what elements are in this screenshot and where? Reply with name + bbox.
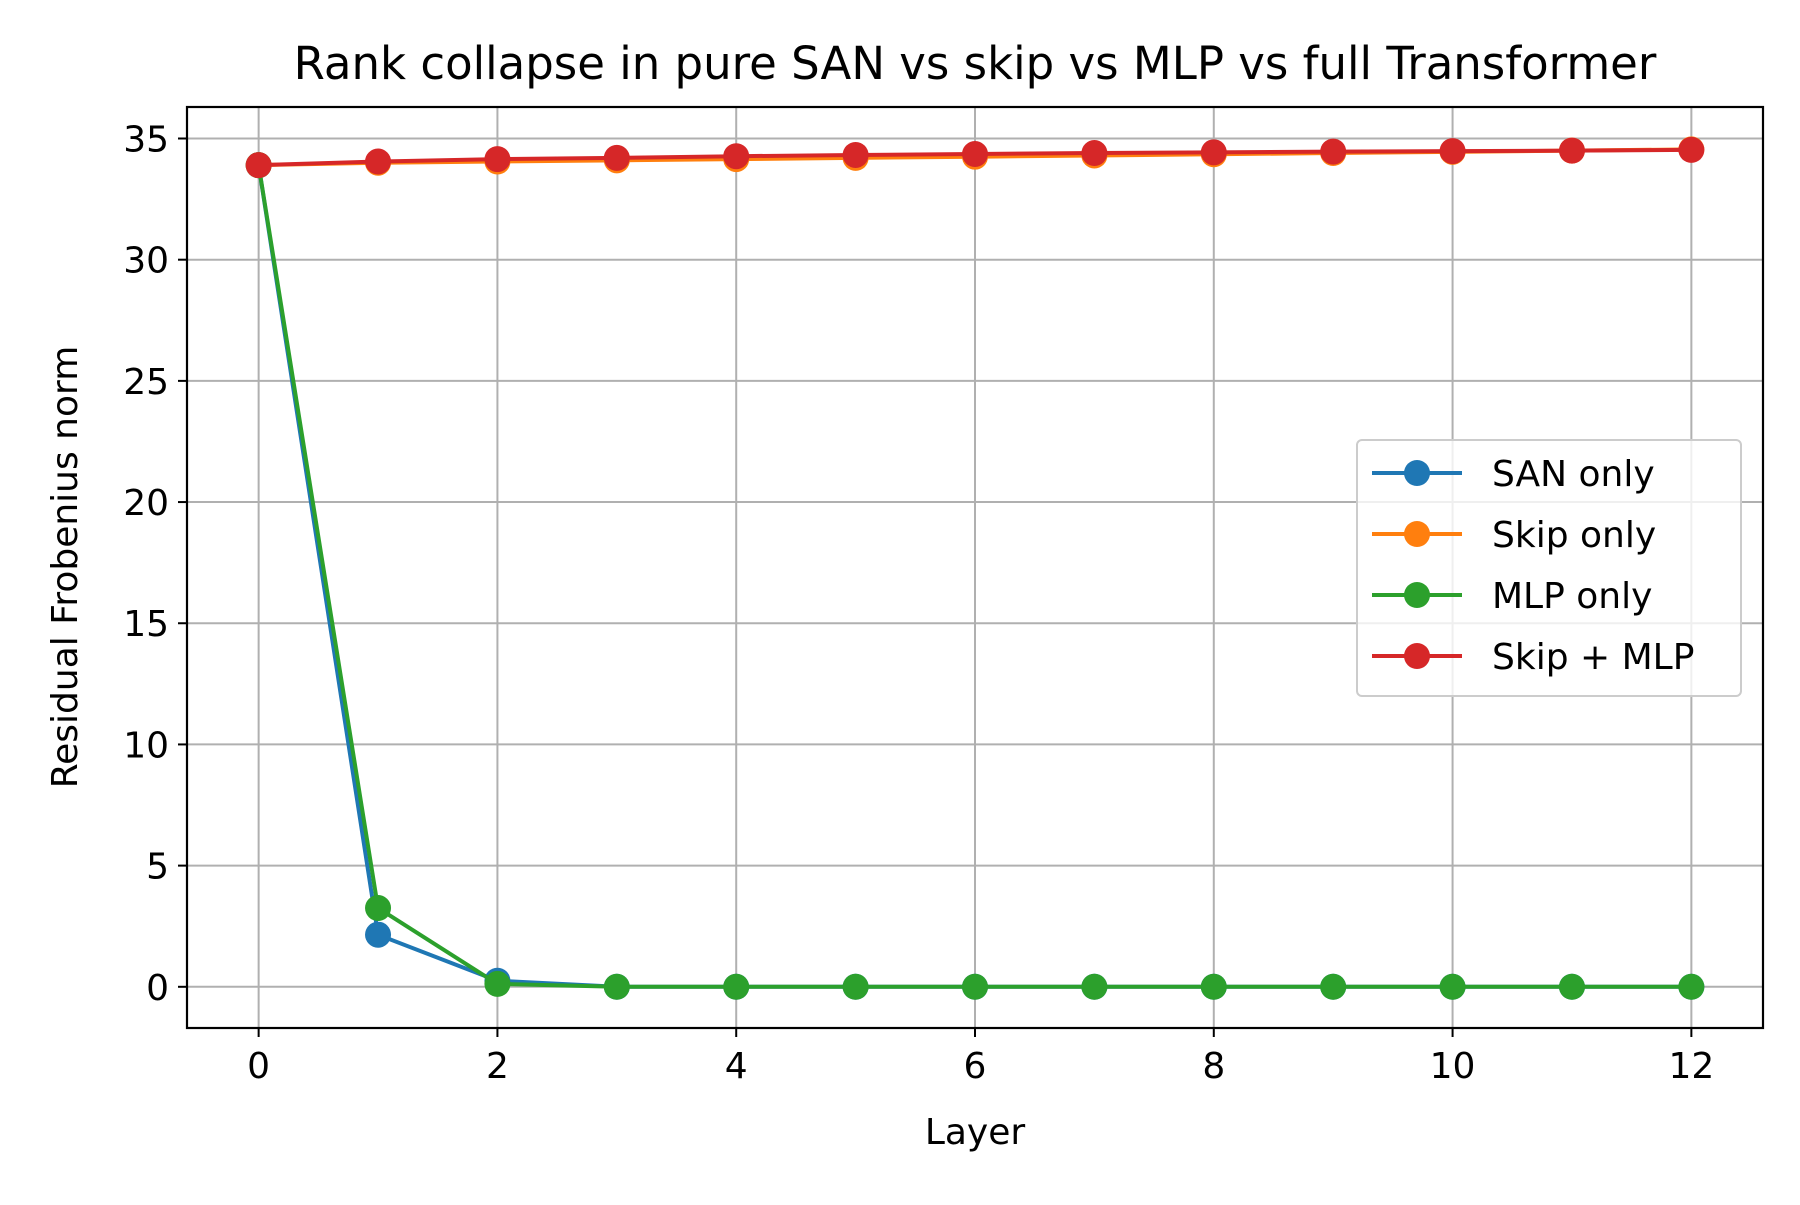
legend-marker xyxy=(1404,643,1430,669)
data-point-skip-mlp xyxy=(962,141,988,168)
data-point-mlp-only xyxy=(1200,973,1227,1000)
data-point-mlp-only xyxy=(1439,973,1466,1000)
x-tick-label: 2 xyxy=(486,1046,509,1087)
data-point-mlp-only xyxy=(962,973,988,1000)
data-point-skip-mlp xyxy=(1439,138,1466,165)
data-point-mlp-only xyxy=(603,973,630,1000)
data-point-mlp-only xyxy=(723,973,750,1000)
axes-frame xyxy=(185,105,1765,1030)
legend-label: Skip + MLP xyxy=(1492,637,1694,678)
data-point-skip-mlp xyxy=(1678,136,1705,163)
data-point-skip-mlp xyxy=(1081,140,1108,167)
x-tick-label: 0 xyxy=(247,1046,270,1087)
x-tick-label: 8 xyxy=(1202,1046,1225,1087)
data-point-mlp-only xyxy=(842,973,869,1000)
legend-marker xyxy=(1404,460,1430,486)
y-tick-label: 25 xyxy=(123,362,169,403)
data-point-mlp-only xyxy=(1678,973,1705,1000)
legend-entry: Skip only xyxy=(1372,515,1656,556)
y-tick-label: 5 xyxy=(146,847,169,888)
legend-label: Skip only xyxy=(1492,515,1656,556)
y-tick-label: 35 xyxy=(123,120,169,161)
data-point-skip-mlp xyxy=(842,141,869,168)
x-tick-label: 12 xyxy=(1668,1046,1714,1087)
legend-box xyxy=(1356,439,1742,697)
data-point-san-only xyxy=(365,921,392,948)
legend-label: SAN only xyxy=(1492,454,1655,495)
legend-marker xyxy=(1404,521,1430,547)
data-point-skip-mlp xyxy=(365,148,392,175)
y-tick-label: 15 xyxy=(123,604,169,645)
y-axis-label: Residual Frobenius norm xyxy=(45,346,86,789)
x-tick-label: 6 xyxy=(964,1046,987,1087)
data-point-skip-mlp xyxy=(245,152,272,179)
y-tick-label: 10 xyxy=(123,725,169,766)
legend-entry: Skip + MLP xyxy=(1372,637,1694,678)
data-point-mlp-only xyxy=(1320,973,1347,1000)
data-point-skip-mlp xyxy=(1558,137,1585,164)
series-group xyxy=(245,136,1705,1000)
legend-entry: SAN only xyxy=(1372,454,1655,495)
data-point-skip-mlp xyxy=(484,146,511,173)
axis-ticks: 0 2 4 6 8 10 12 0 5 10 15 20 25 30 35 xyxy=(123,120,1714,1087)
legend-entry: MLP only xyxy=(1372,576,1652,617)
data-point-skip-mlp xyxy=(1200,139,1227,166)
legend: SAN only Skip only MLP only Skip + MLP xyxy=(1356,439,1742,697)
x-axis-label: Layer xyxy=(925,1112,1026,1153)
data-point-mlp-only xyxy=(484,970,511,997)
data-point-mlp-only xyxy=(365,895,392,922)
legend-label: MLP only xyxy=(1492,576,1652,617)
y-tick-label: 20 xyxy=(123,483,169,524)
data-point-skip-mlp xyxy=(603,144,630,171)
data-point-mlp-only xyxy=(1081,973,1108,1000)
data-point-skip-mlp xyxy=(723,143,750,170)
y-tick-label: 0 xyxy=(146,968,169,1009)
series-mlp-only xyxy=(245,152,1705,1000)
legend-marker xyxy=(1404,582,1430,608)
data-point-mlp-only xyxy=(1558,973,1585,1000)
x-tick-label: 4 xyxy=(725,1046,748,1087)
chart-title: Rank collapse in pure SAN vs skip vs MLP… xyxy=(294,37,1657,90)
x-tick-label: 10 xyxy=(1430,1046,1476,1087)
y-tick-label: 30 xyxy=(123,241,169,282)
data-point-skip-mlp xyxy=(1320,138,1347,165)
series-skip-mlp xyxy=(245,136,1705,179)
